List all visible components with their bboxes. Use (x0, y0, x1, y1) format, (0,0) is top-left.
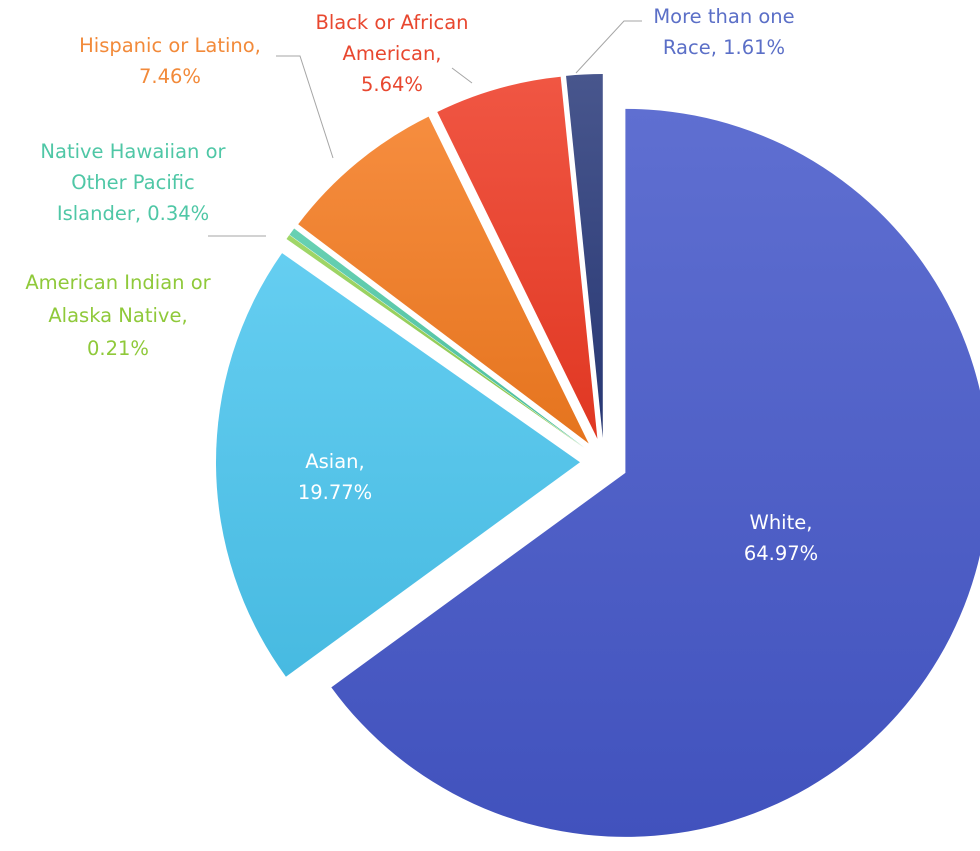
leader-line-more-than-one-race (575, 20, 642, 74)
pie-slice-more-than-one-race (566, 74, 603, 439)
data-label-line: Native Hawaiian or (40, 140, 226, 163)
pie-slice-native-hawaiian-or-other-pacific-islander (289, 228, 585, 448)
data-label-line: 19.77% (298, 481, 372, 504)
data-label-line: 64.97% (744, 542, 818, 565)
pie-slice-asian (215, 253, 580, 677)
leader-line-hispanic-or-latino (276, 55, 334, 159)
data-label-line: Other Pacific (71, 171, 195, 194)
data-label-line: More than one (653, 5, 794, 28)
data-label-white: White, 64.97% (744, 511, 818, 565)
data-label-line: American, (343, 42, 442, 65)
labels-layer: White, 64.97% Asian, 19.77% American Indian … (25, 5, 818, 565)
data-label-line: White, (750, 511, 813, 534)
data-label-american-indian-or-alaska-native: American Indian or Alaska Native, 0.21% (25, 271, 211, 360)
pie-slice-american-indian-or-alaska-native (286, 235, 585, 449)
data-label-line: 0.21% (87, 337, 149, 360)
data-label-line: 7.46% (139, 65, 201, 88)
slices-layer (215, 74, 980, 837)
data-label-more-than-one-race: More than one Race, 1.61% (653, 5, 794, 59)
data-label-line: Asian, (305, 450, 364, 473)
pie-slice-white (331, 108, 980, 837)
data-label-asian: Asian, 19.77% (298, 450, 372, 504)
leader-line-black-or-african-american (451, 67, 473, 84)
data-label-native-hawaiian-or-other-pacific-islander: Native Hawaiian or Other Pacific Islander,… (40, 140, 226, 225)
data-label-line: Black or African (315, 11, 468, 34)
data-label-black-or-african-american: Black or African American, 5.64% (315, 11, 468, 96)
data-label-line: American Indian or (25, 271, 211, 294)
pie-slice-hispanic-or-latino (298, 116, 589, 444)
leader-lines-layer (208, 20, 642, 237)
data-label-line: Alaska Native, (48, 304, 187, 327)
pie-slice-black-or-african-american (437, 76, 598, 439)
data-label-line: Islander, 0.34% (57, 202, 209, 225)
data-label-hispanic-or-latino: Hispanic or Latino, 7.46% (79, 34, 261, 88)
data-label-line: 5.64% (361, 73, 423, 96)
data-label-line: Race, 1.61% (663, 36, 785, 59)
data-label-line: Hispanic or Latino, (79, 34, 261, 57)
